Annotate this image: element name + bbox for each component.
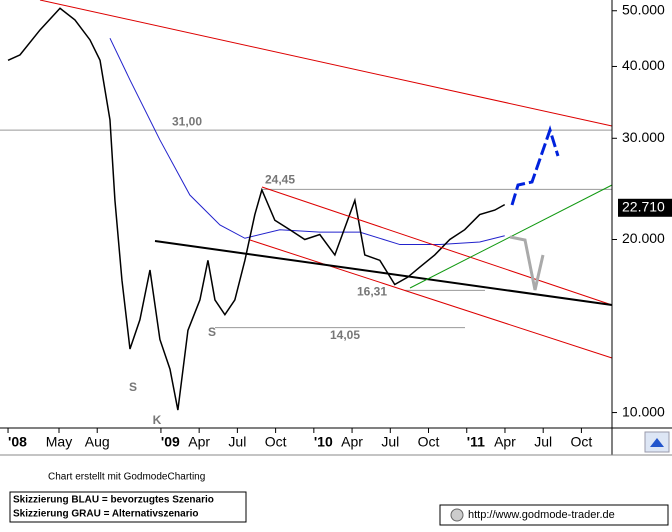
icon bbox=[450, 508, 464, 522]
y-tick-label: 50.000 bbox=[622, 1, 665, 17]
x-tick-label: Oct bbox=[571, 434, 593, 450]
x-tick-label: May bbox=[46, 434, 72, 450]
x-tick-label: Jul bbox=[381, 434, 399, 450]
x-tick-label: Jul bbox=[534, 434, 552, 450]
trend-line bbox=[261, 186, 613, 306]
x-tick-label: Aug bbox=[85, 434, 110, 450]
url: http://www.godmode-trader.de bbox=[468, 509, 615, 521]
level-label: 16,31 bbox=[357, 285, 387, 299]
x-tick-label: '10 bbox=[314, 434, 333, 450]
pattern-marker: K bbox=[153, 413, 162, 427]
url-box bbox=[439, 504, 669, 526]
y-tick-label: 10.000 bbox=[622, 403, 665, 419]
x-tick-label: '09 bbox=[161, 434, 180, 450]
pattern-marker: S bbox=[129, 380, 137, 394]
y-tick-label: 30.000 bbox=[622, 129, 665, 145]
level-label: 14,05 bbox=[330, 328, 360, 342]
y-tick-label: 20.000 bbox=[622, 230, 665, 246]
level-label: 31,00 bbox=[172, 114, 202, 128]
x-tick-label: Apr bbox=[341, 434, 363, 450]
icon bbox=[650, 438, 664, 447]
x-tick-label: Oct bbox=[265, 434, 287, 450]
x-tick-label: Apr bbox=[188, 434, 210, 450]
y-tick-label: 40.000 bbox=[622, 57, 665, 73]
last-price-box bbox=[618, 198, 672, 217]
x-tick-label: Jul bbox=[228, 434, 246, 450]
scenario-gray bbox=[509, 235, 545, 291]
legend-box bbox=[9, 491, 247, 523]
scenario-blue bbox=[510, 125, 560, 206]
legend-text: Skizzierung GRAU = Alternativszenario bbox=[13, 509, 199, 520]
x-tick-label: Oct bbox=[418, 434, 440, 450]
x-tick-label: '08 bbox=[8, 434, 27, 450]
pattern-marker: S bbox=[208, 325, 216, 339]
x-tick-label: Apr bbox=[494, 434, 516, 450]
trend-line bbox=[154, 240, 613, 306]
level-label: 24,45 bbox=[265, 173, 295, 187]
plot-area: 50.000 40.000 30.000 20.000 10.000 '08 May Aug '… bbox=[0, 1, 665, 450]
credit: Chart erstellt mit GodmodeCharting bbox=[48, 472, 205, 483]
moving-average bbox=[109, 37, 505, 246]
legend-text: Skizzierung BLAU = bevorzugtes Szenario bbox=[13, 495, 214, 506]
trend-line bbox=[39, 0, 613, 127]
price-line bbox=[7, 7, 506, 411]
last-price-label: 22.710 bbox=[622, 198, 665, 214]
x-tick-label: '11 bbox=[467, 434, 485, 450]
trend-line bbox=[249, 239, 613, 359]
